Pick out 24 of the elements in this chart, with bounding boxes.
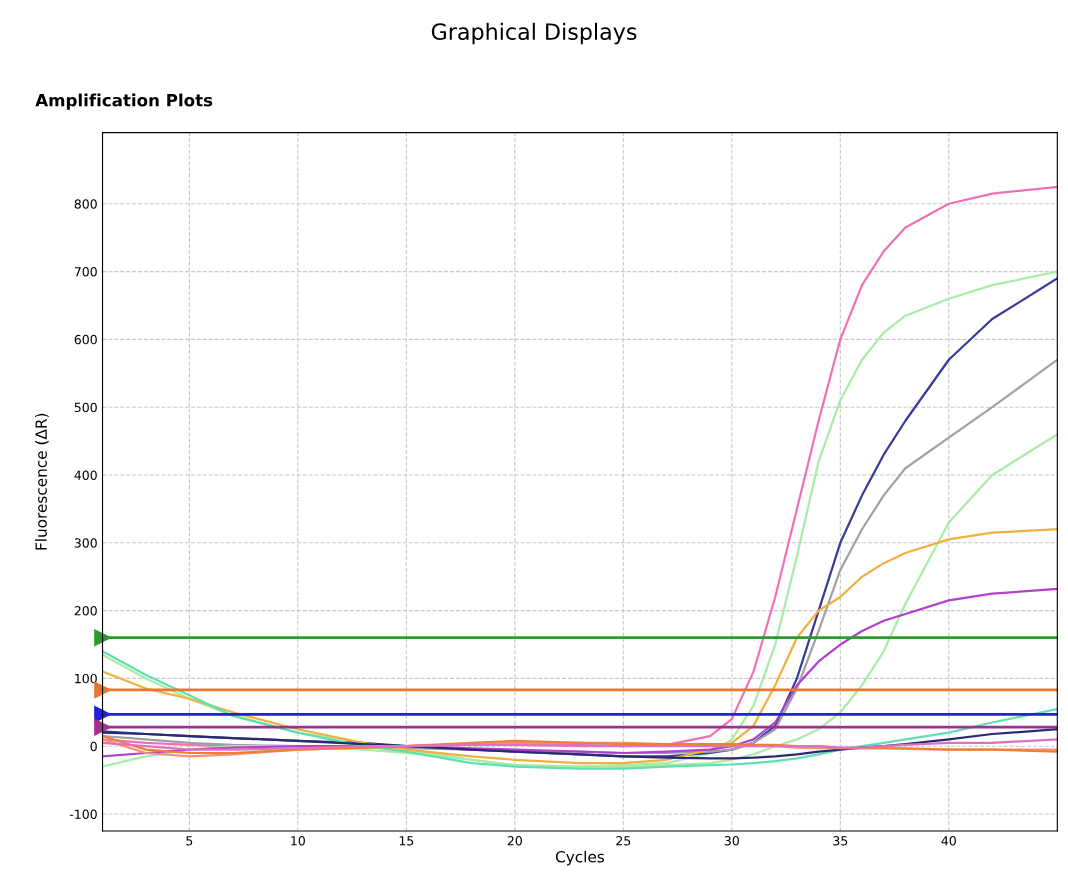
y-tick-label: 500 [74, 402, 97, 413]
y-tick-label: 0 [90, 741, 97, 752]
y-tick-label: -100 [69, 809, 97, 819]
y-tick-label: 400 [74, 470, 97, 480]
y-tick-label: 800 [74, 199, 97, 209]
y-tick-label: 100 [75, 673, 97, 684]
y-axis-title: Fluorescence (ΔR) [35, 413, 49, 550]
y-tick-label: 600 [74, 334, 97, 345]
y-tick-label: 700 [74, 267, 97, 277]
x-tick-label: 30 [724, 836, 739, 846]
x-tick-label: 10 [291, 836, 305, 846]
x-tick-label: 35 [833, 836, 848, 846]
line-series [102, 650, 1058, 770]
chart-title: Graphical Displays [431, 22, 637, 45]
x-tick-label: 40 [941, 836, 956, 846]
x-tick-label: 20 [507, 836, 522, 846]
chart-subtitle: Amplification Plots [35, 93, 213, 110]
x-tick-label: 25 [616, 836, 631, 846]
x-tick-label: 5 [186, 836, 193, 846]
y-tick-label: 300 [74, 538, 97, 548]
y-tick-label: 200 [74, 606, 97, 616]
x-tick-label: 15 [399, 836, 414, 846]
x-axis-title: Cycles [555, 850, 605, 866]
line-series [102, 528, 1058, 765]
